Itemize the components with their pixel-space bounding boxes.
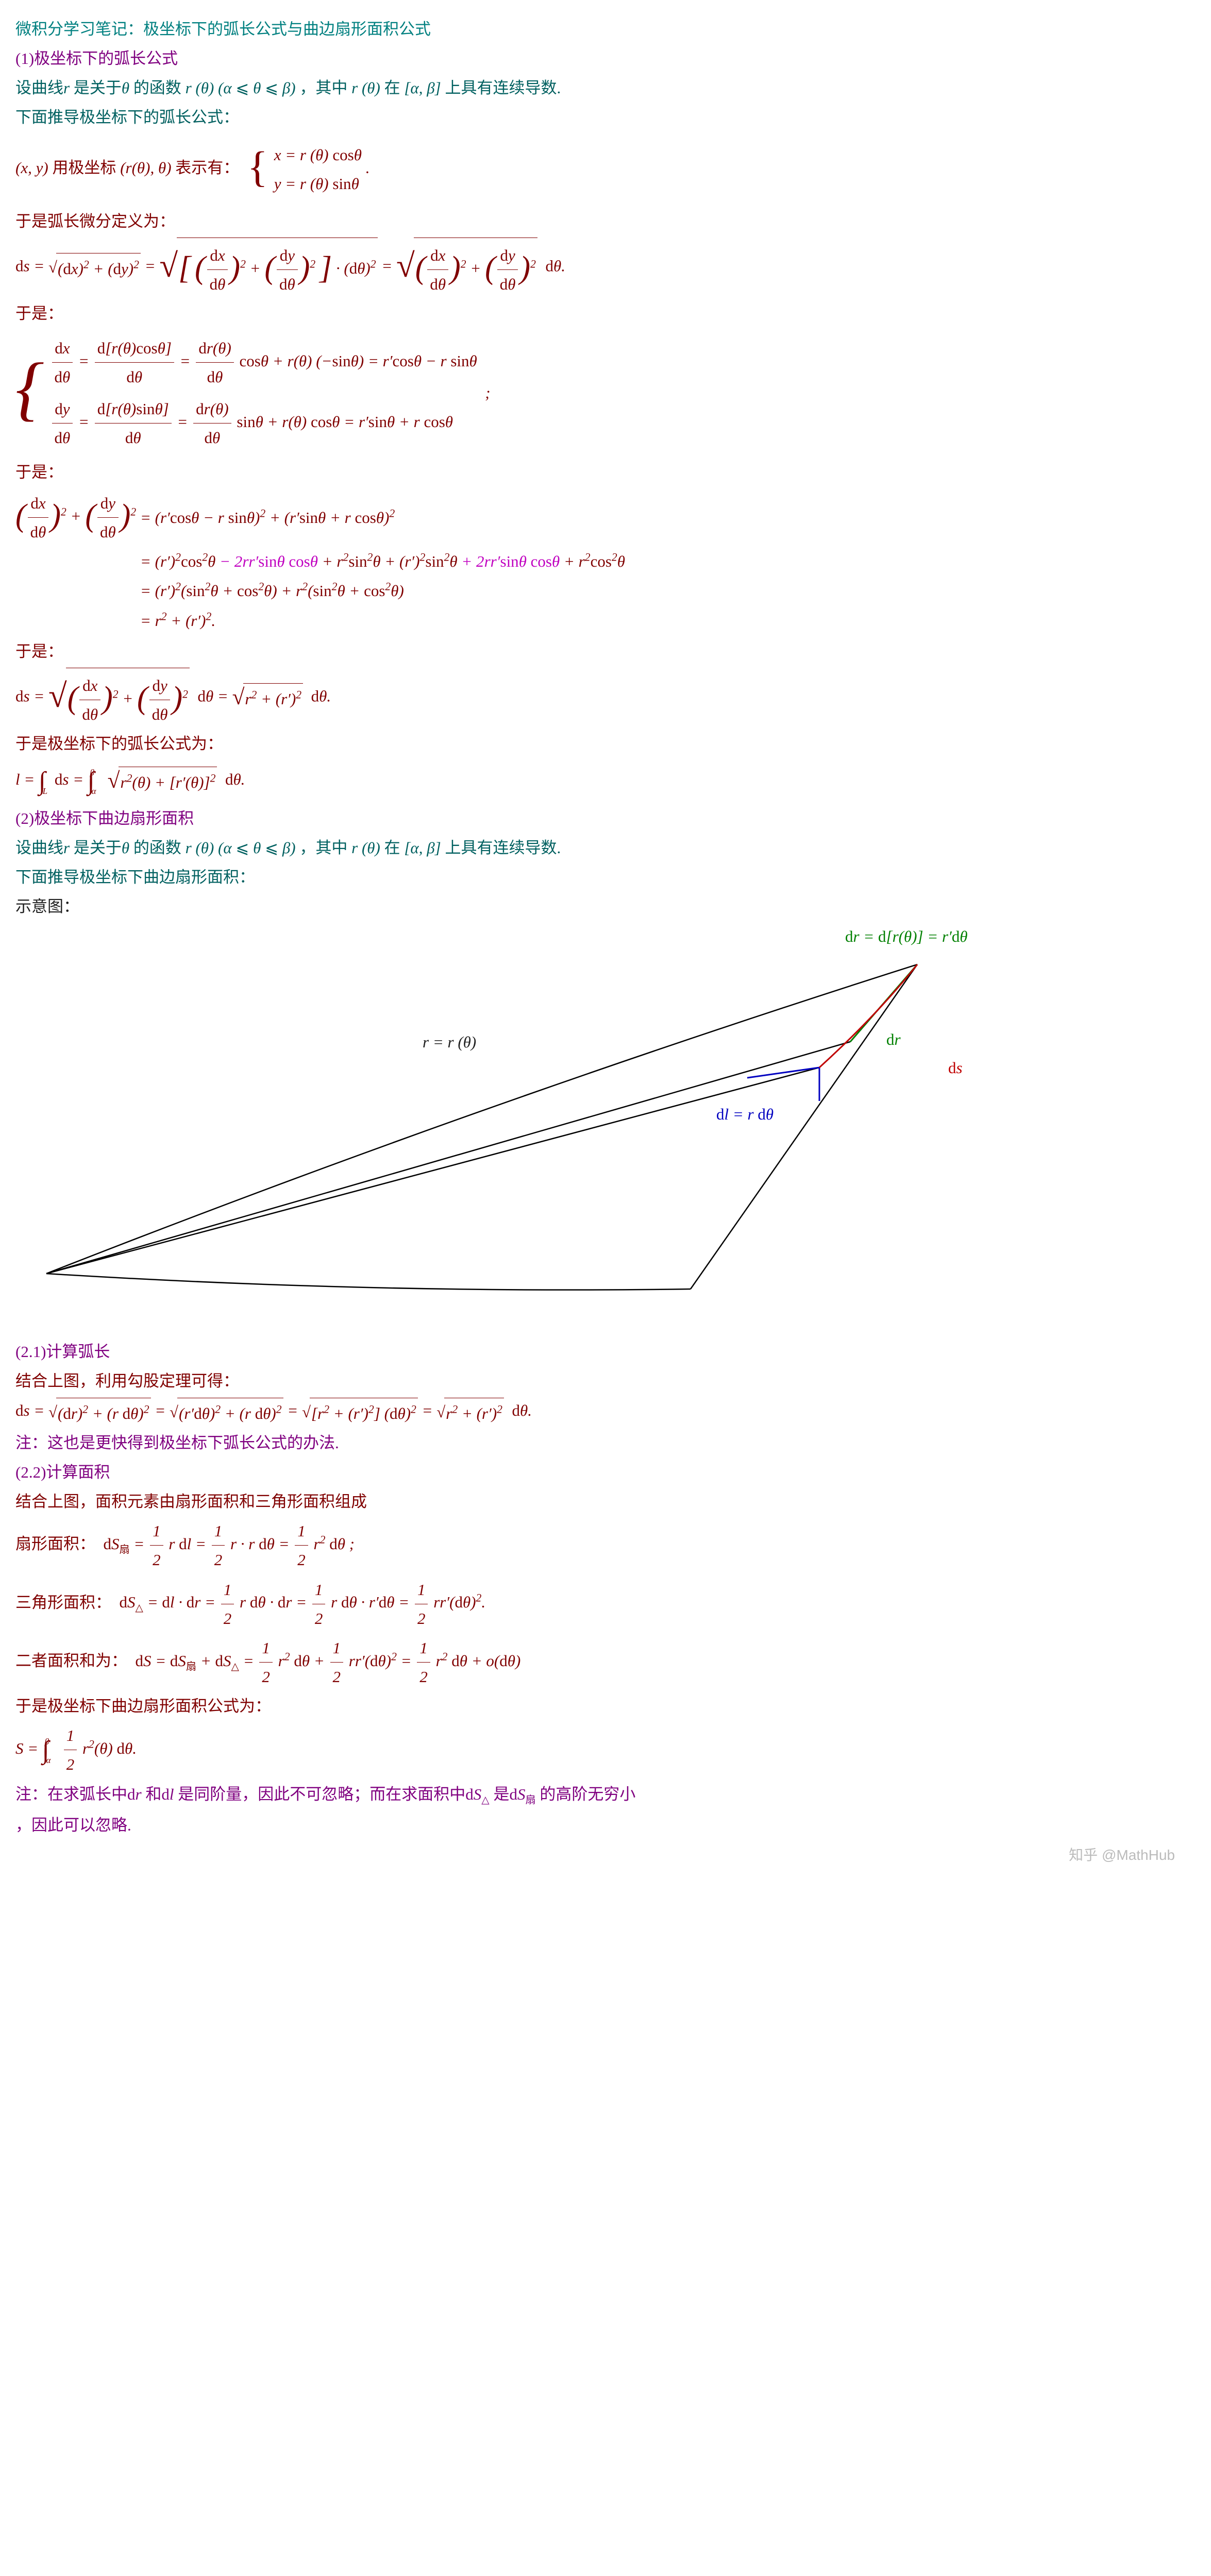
diagram-label-r: r = r (θ) bbox=[423, 1029, 476, 1055]
equation-sum-area: 二者面积和为： dS = dS扇 + dS△ = 12 r2 dθ + 12 r… bbox=[15, 1635, 1196, 1690]
equation-fan-area: 扇形面积： dS扇 = 12 r dl = 12 r · r dθ = 12 r… bbox=[15, 1518, 1196, 1573]
text: 上具有连续导数. bbox=[445, 839, 561, 857]
paragraph: 下面推导极坐标下曲边扇形面积： bbox=[15, 864, 1196, 890]
paragraph: 结合上图，利用勾股定理可得： bbox=[15, 1368, 1196, 1394]
section-2-heading: (2)极坐标下曲边扇形面积 bbox=[15, 805, 1196, 832]
label: 扇形面积： bbox=[15, 1535, 95, 1553]
diagram-label-ds: ds bbox=[948, 1055, 963, 1081]
math: [α, β] bbox=[404, 79, 441, 97]
page-title: 微积分学习笔记：极坐标下的弧长公式与曲边扇形面积公式 bbox=[15, 16, 1196, 42]
text: 在 bbox=[384, 79, 400, 97]
note-final-2: ，因此可以忽略. bbox=[15, 1812, 1196, 1838]
note-final: 注：在求弧长中dr 和dl 是同阶量，因此不可忽略；而在求面积中dS△ 是dS扇… bbox=[15, 1781, 1196, 1809]
text: 的高阶无穷小 bbox=[540, 1785, 635, 1803]
text: ，其中 bbox=[299, 839, 347, 857]
paragraph: 设曲线r 是关于θ 的函数 r (θ) (α ⩽ θ ⩽ β) ，其中 r (θ… bbox=[15, 835, 1196, 861]
text: ，其中 bbox=[299, 79, 347, 97]
brace-icon: { bbox=[15, 329, 44, 448]
paragraph: 于是： bbox=[15, 459, 1196, 485]
math: r (θ) bbox=[351, 79, 380, 97]
equation-triangle-area: 三角形面积： dS△ = dl · dr = 12 r dθ · dr = 12… bbox=[15, 1577, 1196, 1632]
text: 是同阶量，因此不可忽略；而在求面积中 bbox=[178, 1785, 465, 1803]
text: 上具有连续导数. bbox=[445, 79, 561, 97]
text: 注：在求弧长中 bbox=[15, 1785, 127, 1803]
equation-area-formula: S = ∫αβ 12 r2(θ) dθ. bbox=[15, 1722, 1196, 1777]
equation-system: x = r (θ) cosθ y = r (θ) sinθ bbox=[274, 140, 362, 198]
brace-icon: { bbox=[247, 132, 268, 203]
diagram-figure: dr = d[r(θ)] = r′dθ r = r (θ) dr ds dl =… bbox=[15, 923, 1196, 1335]
text: 用极坐标 bbox=[52, 159, 116, 177]
equation-ds-def: ds = √(dx)2 + (dy)2 = √ [ (dxdθ)2 + (dyd… bbox=[15, 238, 1196, 297]
section-2-2-heading: (2.2)计算面积 bbox=[15, 1459, 1196, 1485]
math: θ bbox=[122, 79, 129, 97]
math: r bbox=[63, 79, 70, 97]
watermark: 知乎 @MathHub bbox=[15, 1843, 1196, 1867]
equation-arc-length: l = ∫L ds = ∫αβ √r2(θ) + [r′(θ)]2 dθ. bbox=[15, 760, 1196, 802]
diagram-label-dr: dr bbox=[886, 1026, 901, 1053]
paragraph: 设曲线r 是关于θ 的函数 r (θ) (α ⩽ θ ⩽ β) ，其中 r (θ… bbox=[15, 75, 1196, 101]
text: 的函数 bbox=[133, 79, 181, 97]
text: 设曲线 bbox=[15, 839, 63, 857]
text: 和 bbox=[145, 1785, 161, 1803]
text: 是关于 bbox=[74, 79, 122, 97]
equation-expansion: (dxdθ)2 + (dydθ)2 = (r′cosθ − r sinθ)2 +… bbox=[15, 488, 1196, 635]
note: 注：这也是更快得到极坐标下弧长公式的办法. bbox=[15, 1430, 1196, 1456]
paragraph: 于是： bbox=[15, 638, 1196, 665]
text: 是 bbox=[493, 1785, 509, 1803]
section-2-1-heading: (2.1)计算弧长 bbox=[15, 1338, 1196, 1365]
paragraph: 于是： bbox=[15, 300, 1196, 327]
paragraph: 于是极坐标下的弧长公式为： bbox=[15, 731, 1196, 757]
paragraph: 下面推导极坐标下的弧长公式： bbox=[15, 104, 1196, 130]
equation-ds-result: ds = √ (dxdθ)2 + (dydθ)2 dθ = √r2 + (r′)… bbox=[15, 668, 1196, 727]
equation: (x, y) 用极坐标 (r(θ), θ) 表示有： { x = r (θ) c… bbox=[15, 134, 1196, 205]
label: 二者面积和为： bbox=[15, 1652, 127, 1670]
text: 表示有： bbox=[175, 159, 239, 177]
text: 设曲线 bbox=[15, 79, 63, 97]
math: r (θ) (α ⩽ θ ⩽ β) bbox=[186, 79, 296, 97]
text: 是关于 bbox=[74, 839, 122, 857]
text: 的函数 bbox=[133, 839, 181, 857]
text: 在 bbox=[384, 839, 400, 857]
diagram-label-dl: dl = r dθ bbox=[716, 1101, 773, 1127]
paragraph: 结合上图，面积元素由扇形面积和三角形面积组成 bbox=[15, 1488, 1196, 1515]
equation-ds-pythagoras: ds = √(dr)2 + (r dθ)2 = √(r′dθ)2 + (r dθ… bbox=[15, 1397, 1196, 1427]
paragraph: 于是弧长微分定义为： bbox=[15, 208, 1196, 234]
paragraph: 于是极坐标下曲边扇形面积公式为： bbox=[15, 1693, 1196, 1719]
section-1-heading: (1)极坐标下的弧长公式 bbox=[15, 45, 1196, 72]
paragraph: 示意图： bbox=[15, 893, 1196, 920]
equation-derivatives: { dxdθ = d[r(θ)cosθ]dθ = dr(θ)dθ cosθ + … bbox=[15, 330, 1196, 456]
diagram-label-dr-eq: dr = d[r(θ)] = r′dθ bbox=[845, 923, 968, 950]
label: 三角形面积： bbox=[15, 1593, 111, 1611]
